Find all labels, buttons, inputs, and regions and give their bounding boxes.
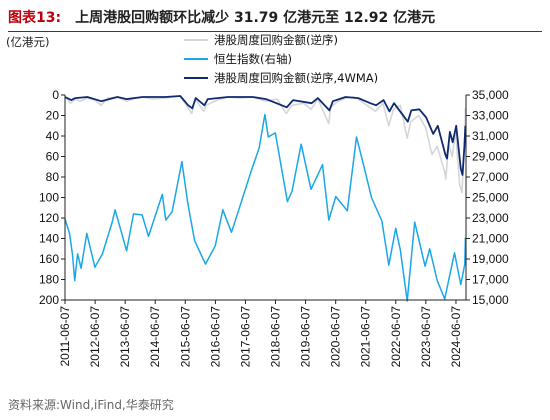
series-weekly-buyback-4wma — [64, 95, 467, 176]
x-tick-label: 2021-06-07 — [359, 306, 373, 368]
figure-title: 上周港股回购额环比减少 31.79 亿港元至 12.92 亿港元 — [75, 10, 436, 26]
x-tick-label: 2018-06-07 — [269, 306, 283, 368]
left-axis-unit: (亿港元) — [6, 35, 50, 49]
series-weekly-buyback — [64, 95, 467, 194]
right-tick-label: 19,000 — [472, 252, 509, 266]
x-tick-label: 2016-06-07 — [208, 306, 222, 368]
x-tick-label: 2020-06-07 — [329, 306, 343, 368]
right-tick-label: 23,000 — [472, 211, 509, 225]
left-tick-label: 20 — [46, 109, 60, 123]
left-tick-label: 120 — [39, 211, 59, 225]
x-tick-label: 2014-06-07 — [148, 306, 162, 368]
x-tick-label: 2012-06-07 — [88, 306, 102, 368]
source-note: 资料来源:Wind,iFind,华泰研究 — [8, 398, 174, 412]
right-tick-label: 29,000 — [472, 150, 509, 164]
x-tick-label: 2015-06-07 — [178, 306, 192, 368]
right-tick-label: 25,000 — [472, 191, 509, 205]
left-tick-label: 100 — [39, 191, 59, 205]
legend-label: 恒生指数(右轴) — [214, 52, 292, 66]
right-tick-label: 35,000 — [472, 88, 509, 102]
left-tick-label: 80 — [46, 170, 60, 184]
x-tick-label: 2023-06-07 — [419, 306, 433, 368]
chart-title: 图表13: 上周港股回购额环比减少 31.79 亿港元至 12.92 亿港元 — [8, 5, 544, 31]
series-hang-seng-index — [64, 113, 467, 302]
left-tick-label: 200 — [39, 293, 59, 307]
left-tick-label: 0 — [52, 88, 59, 102]
legend: 港股周度回购金额(逆序) 恒生指数(右轴) 港股周度回购金额(逆序,4WMA) — [184, 33, 378, 85]
right-tick-label: 15,000 — [472, 293, 509, 307]
left-tick-label: 60 — [46, 150, 60, 164]
legend-label: 港股周度回购金额(逆序,4WMA) — [214, 71, 378, 85]
right-tick-label: 31,000 — [472, 129, 509, 143]
x-tick-label: 2019-06-07 — [299, 306, 313, 368]
left-tick-label: 40 — [46, 129, 60, 143]
right-tick-label: 21,000 — [472, 232, 509, 246]
right-tick-label: 33,000 — [472, 109, 509, 123]
x-tick-label: 2013-06-07 — [118, 306, 132, 368]
x-tick-label: 2011-06-07 — [58, 306, 72, 367]
title-divider — [8, 31, 542, 32]
right-tick-label: 17,000 — [472, 273, 509, 287]
legend-label: 港股周度回购金额(逆序) — [214, 33, 338, 47]
right-tick-label: 27,000 — [472, 170, 509, 184]
axes: 0 20 40 60 80 100 120 140 160 180 200 35,000 33,000 3… — [39, 88, 509, 367]
x-tick-label: 2024-06-07 — [449, 306, 463, 368]
figure-label: 图表13: — [8, 10, 62, 26]
left-tick-label: 160 — [39, 252, 59, 266]
x-tick-label: 2017-06-07 — [238, 306, 252, 368]
x-tick-label: 2022-06-07 — [389, 306, 403, 368]
left-tick-label: 140 — [39, 232, 59, 246]
left-tick-label: 180 — [39, 273, 59, 287]
plot-lines — [64, 95, 467, 302]
